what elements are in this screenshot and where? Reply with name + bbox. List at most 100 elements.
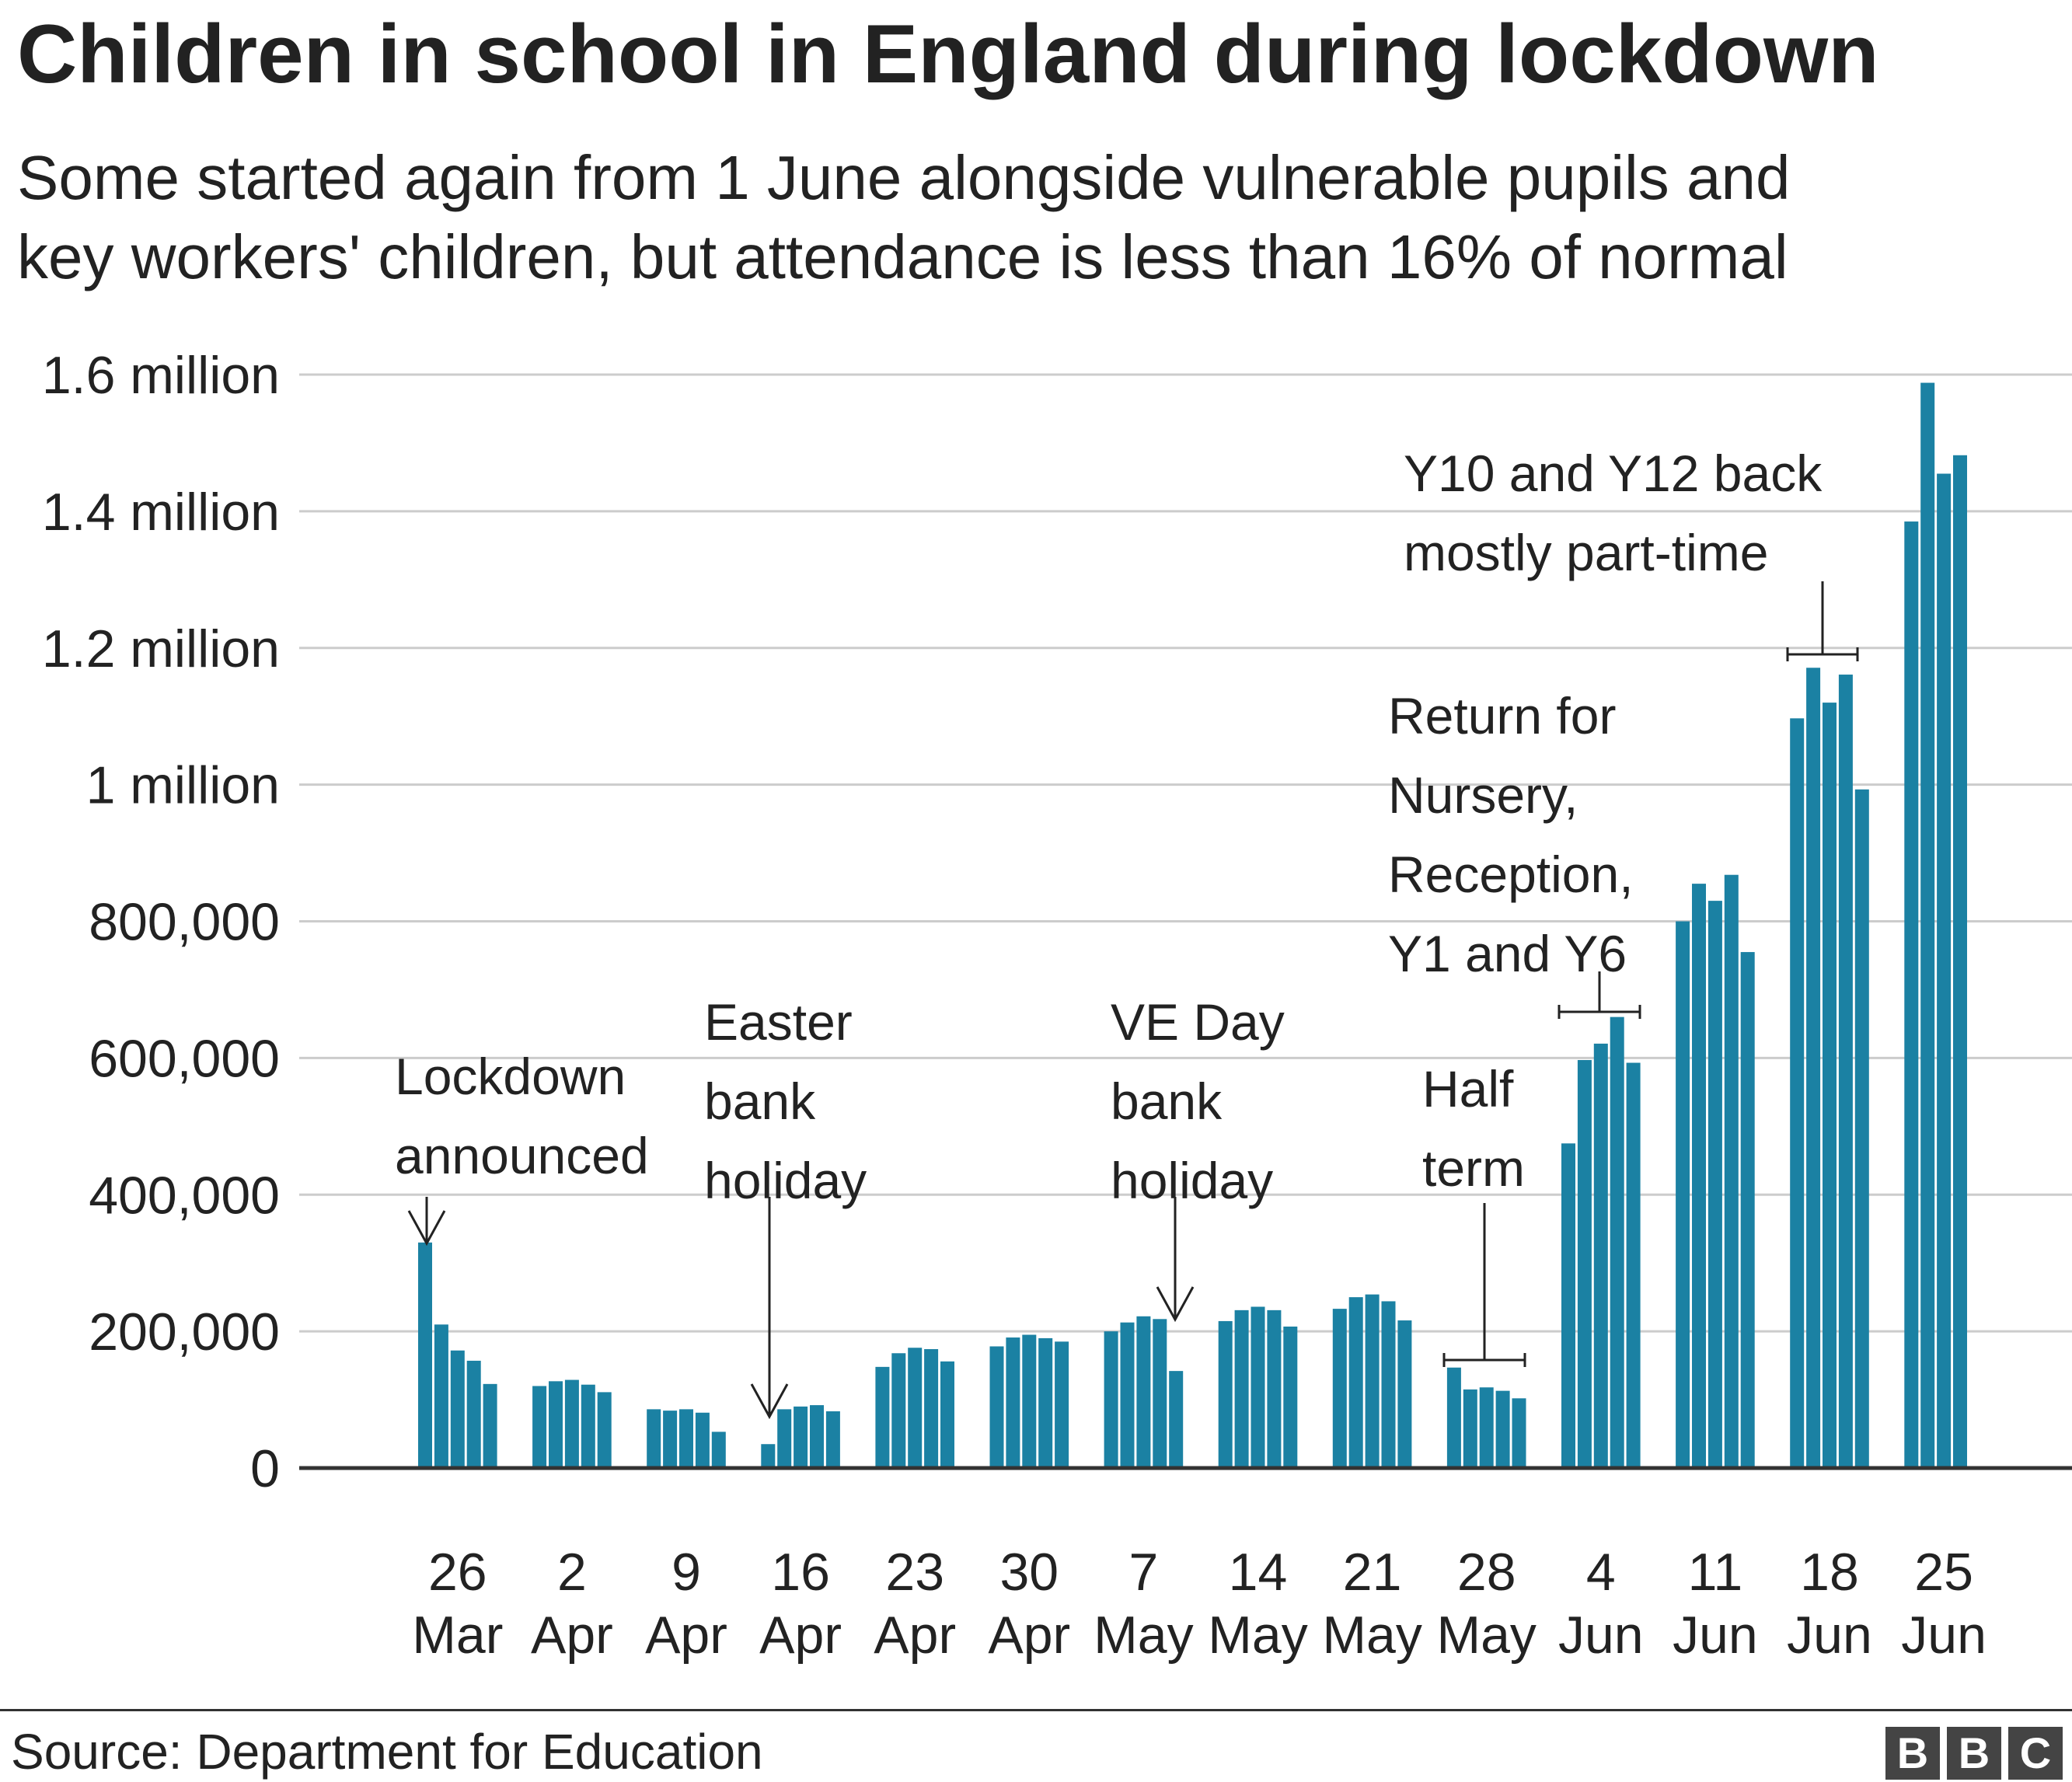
bar bbox=[794, 1406, 808, 1468]
bar bbox=[1006, 1337, 1020, 1468]
bar bbox=[1854, 789, 1869, 1468]
bar bbox=[1953, 455, 1967, 1468]
annotation-arrowhead bbox=[407, 1210, 446, 1247]
y-tick-label: 1 million bbox=[86, 756, 280, 815]
annotation-text: Y10 and Y12 back bbox=[1404, 445, 1823, 502]
bar bbox=[1234, 1309, 1249, 1468]
bar bbox=[466, 1360, 481, 1468]
bar bbox=[1463, 1389, 1477, 1468]
x-tick-label: May bbox=[1322, 1606, 1421, 1665]
chart-subtitle: Some started again from 1 June alongside… bbox=[17, 138, 1790, 297]
x-tick-label: 7 bbox=[1128, 1543, 1158, 1602]
bar bbox=[1332, 1309, 1347, 1468]
bar bbox=[1937, 473, 1952, 1468]
y-tick-label: 400,000 bbox=[89, 1166, 280, 1225]
annotation-arrowhead bbox=[750, 1383, 789, 1420]
bbc-logo-block: C bbox=[2008, 1727, 2063, 1780]
bar bbox=[1348, 1297, 1363, 1468]
bar bbox=[1153, 1319, 1167, 1468]
bar bbox=[418, 1242, 432, 1468]
bar bbox=[810, 1405, 824, 1468]
x-tick-label: May bbox=[1436, 1606, 1536, 1665]
bar bbox=[1512, 1398, 1526, 1468]
y-tick-label: 1.2 million bbox=[42, 619, 280, 678]
bar bbox=[1104, 1331, 1118, 1468]
annotation-text: Return for bbox=[1388, 687, 1616, 745]
bbc-logo: B B C bbox=[1885, 1727, 2063, 1780]
x-tick-label: Apr bbox=[759, 1606, 842, 1665]
annotation-text: mostly part-time bbox=[1404, 524, 1768, 581]
bar bbox=[1561, 1143, 1575, 1468]
bar bbox=[1495, 1390, 1510, 1468]
bars bbox=[418, 382, 1967, 1468]
bar bbox=[434, 1324, 448, 1468]
bar bbox=[532, 1386, 547, 1468]
x-tick-label: Mar bbox=[412, 1606, 503, 1665]
bar bbox=[647, 1409, 661, 1468]
bar bbox=[1218, 1320, 1233, 1468]
x-axis-tick-labels: 26Mar2Apr9Apr16Apr23Apr30Apr7May14May21M… bbox=[412, 1543, 1987, 1665]
bar bbox=[1920, 382, 1935, 1468]
bar bbox=[679, 1409, 693, 1468]
annotation-text: announced bbox=[395, 1127, 649, 1184]
x-tick-label: Jun bbox=[1787, 1606, 1872, 1665]
bar bbox=[483, 1383, 497, 1468]
x-tick-label: Jun bbox=[1901, 1606, 1987, 1665]
bbc-logo-block: B bbox=[1885, 1727, 1940, 1780]
bar bbox=[1120, 1322, 1135, 1468]
x-tick-label: 4 bbox=[1586, 1543, 1616, 1602]
bar bbox=[1446, 1367, 1461, 1468]
bar-chart: 0 200,000 400,000 600,000 800,000 1 million 1.… bbox=[42, 346, 2072, 1665]
bar bbox=[1790, 718, 1805, 1468]
x-tick-label: Jun bbox=[1558, 1606, 1644, 1665]
bar bbox=[1692, 884, 1706, 1468]
bar bbox=[1397, 1320, 1412, 1468]
bar bbox=[1904, 521, 1919, 1468]
bar bbox=[1823, 703, 1837, 1468]
bar bbox=[908, 1348, 923, 1468]
annotation-text: bank bbox=[1111, 1072, 1223, 1130]
x-tick-label: Apr bbox=[988, 1606, 1070, 1665]
annotation-text: bank bbox=[704, 1072, 816, 1130]
annotation-text: Reception, bbox=[1388, 846, 1634, 903]
bar bbox=[564, 1379, 579, 1468]
x-tick-label: 21 bbox=[1343, 1543, 1402, 1602]
bar bbox=[1577, 1060, 1592, 1468]
bar bbox=[1626, 1062, 1641, 1468]
y-tick-label: 800,000 bbox=[89, 893, 280, 952]
bbc-logo-block: B bbox=[1947, 1727, 2001, 1780]
chart-title: Children in school in England during loc… bbox=[17, 7, 1879, 100]
bar bbox=[1593, 1043, 1608, 1468]
x-tick-label: 14 bbox=[1229, 1543, 1288, 1602]
x-tick-label: 11 bbox=[1688, 1543, 1743, 1602]
annotation-text: Lockdown bbox=[395, 1048, 626, 1105]
x-tick-label: 26 bbox=[428, 1543, 487, 1602]
x-tick-label: Apr bbox=[645, 1606, 727, 1665]
annotation-text: Easter bbox=[704, 993, 853, 1051]
bar bbox=[1283, 1326, 1298, 1468]
bar bbox=[1365, 1294, 1380, 1468]
annotation-text: Nursery, bbox=[1388, 766, 1578, 824]
bar bbox=[711, 1432, 726, 1468]
x-tick-label: 23 bbox=[885, 1543, 944, 1602]
bar bbox=[940, 1361, 954, 1468]
annotation-text: holiday bbox=[1111, 1152, 1273, 1209]
bar bbox=[924, 1348, 939, 1468]
annotation-text: VE Day bbox=[1111, 993, 1285, 1051]
annotation-arrowhead bbox=[1156, 1286, 1195, 1323]
source-note: Source: Department for Education bbox=[11, 1724, 763, 1780]
x-tick-label: 18 bbox=[1800, 1543, 1859, 1602]
bar bbox=[1251, 1306, 1265, 1468]
x-tick-label: May bbox=[1094, 1606, 1193, 1665]
bar bbox=[1838, 675, 1853, 1468]
bar bbox=[1806, 668, 1821, 1468]
x-tick-label: 28 bbox=[1457, 1543, 1516, 1602]
bar bbox=[1707, 901, 1722, 1468]
bar bbox=[1676, 921, 1690, 1468]
x-tick-label: Apr bbox=[531, 1606, 613, 1665]
bar bbox=[597, 1392, 612, 1468]
bar bbox=[663, 1411, 678, 1468]
subtitle-line-2: key workers' children, but attendance is… bbox=[17, 222, 1788, 291]
bar bbox=[1724, 874, 1739, 1468]
x-tick-label: Apr bbox=[874, 1606, 956, 1665]
